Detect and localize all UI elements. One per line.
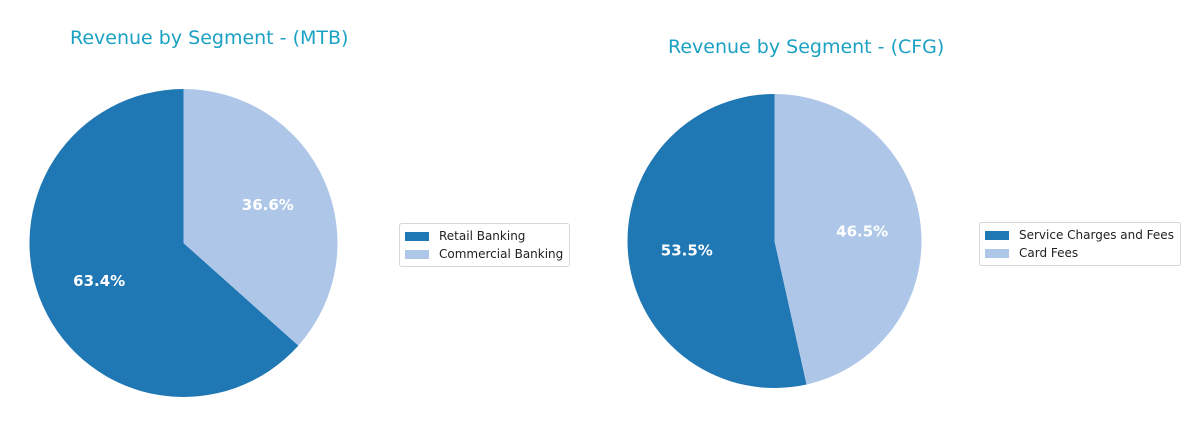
legend-item-service-charges: Service Charges and Fees <box>985 226 1174 244</box>
legend-swatch <box>985 248 1009 258</box>
legend-label: Retail Banking <box>439 229 526 243</box>
pie-slice-card-fees <box>774 94 922 385</box>
legend-item-commercial-banking: Commercial Banking <box>405 245 563 263</box>
pie-slice-service-charges-and-fees <box>627 94 807 388</box>
pie-chart-cfg: 53.5% 46.5% <box>627 94 922 388</box>
pie-pct-label: 46.5% <box>836 222 888 240</box>
legend-label: Commercial Banking <box>439 247 564 261</box>
pie-slice-retail-banking <box>29 89 299 398</box>
legend-label: Service Charges and Fees <box>1019 228 1174 242</box>
pie-pct-label: 63.4% <box>73 272 125 290</box>
legend-mtb: Retail Banking Commercial Banking <box>399 223 571 267</box>
pie-pct-label: 53.5% <box>661 242 713 260</box>
pie-pct-label: 36.6% <box>242 196 294 214</box>
legend-label: Card Fees <box>1019 246 1079 260</box>
chart-title-mtb: Revenue by Segment - (MTB) <box>70 27 349 49</box>
legend-cfg: Service Charges and Fees Card Fees <box>979 222 1181 266</box>
legend-item-retail-banking: Retail Banking <box>405 227 563 245</box>
legend-swatch <box>405 231 429 241</box>
chart-title-cfg: Revenue by Segment - (CFG) <box>668 36 945 58</box>
pie-slice-commercial-banking <box>183 89 338 346</box>
pie-chart-mtb: 63.4% 36.6% <box>29 89 338 398</box>
legend-swatch <box>405 249 429 259</box>
legend-swatch <box>985 230 1009 240</box>
legend-item-card-fees: Card Fees <box>985 244 1174 262</box>
